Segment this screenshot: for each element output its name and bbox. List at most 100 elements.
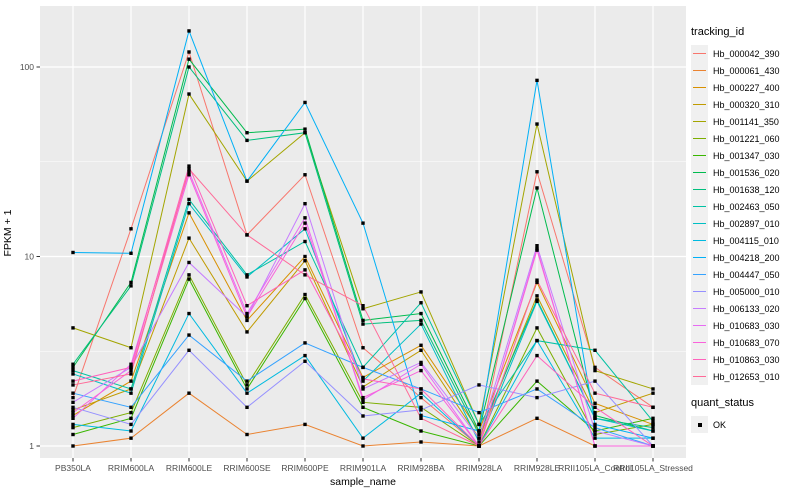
- legend-title-quant-status: quant_status: [691, 397, 754, 409]
- legend-key-line-icon: [691, 283, 708, 300]
- data-point: [187, 65, 191, 69]
- data-point: [651, 387, 655, 391]
- x-tick-label: RRIM928LA: [456, 463, 503, 473]
- data-point: [187, 333, 191, 337]
- data-point: [129, 280, 133, 285]
- x-tick-label: PB350LA: [55, 463, 91, 473]
- data-point: [361, 398, 365, 402]
- data-point: [535, 294, 539, 298]
- legend-label: Hb_000061_430: [713, 65, 780, 76]
- data-point: [245, 379, 249, 383]
- data-point: [651, 422, 655, 427]
- legend-label: Hb_010683_030: [713, 320, 780, 331]
- data-point: [245, 391, 249, 395]
- data-point: [303, 127, 307, 131]
- data-point: [419, 360, 423, 365]
- data-point: [129, 436, 133, 440]
- data-point: [361, 377, 365, 381]
- data-point: [535, 122, 539, 126]
- data-point: [245, 432, 249, 437]
- data-point: [129, 365, 133, 370]
- data-point: [245, 273, 249, 277]
- data-point: [187, 211, 191, 215]
- data-point: [245, 318, 249, 323]
- data-point: [477, 444, 481, 448]
- data-point: [593, 405, 597, 410]
- legend-item-Hb_006133_020: Hb_006133_020: [691, 300, 799, 317]
- legend-item-Hb_000042_390: Hb_000042_390: [691, 45, 799, 62]
- data-point: [71, 422, 75, 427]
- data-point: [477, 432, 481, 437]
- legend-item-Hb_001638_120: Hb_001638_120: [691, 181, 799, 198]
- data-point: [71, 432, 75, 437]
- data-point: [477, 429, 481, 433]
- data-point: [245, 330, 249, 334]
- data-point: [535, 278, 539, 282]
- data-point: [419, 416, 423, 421]
- legend-label: Hb_002463_050: [713, 201, 780, 212]
- data-point: [303, 422, 307, 427]
- data-point: [129, 405, 133, 410]
- legend-item-Hb_010683_070: Hb_010683_070: [691, 334, 799, 351]
- legend-label: Hb_001347_030: [713, 150, 780, 161]
- data-point: [593, 422, 597, 427]
- data-point: [361, 436, 365, 440]
- data-point: [71, 425, 75, 430]
- data-point: [419, 348, 423, 352]
- data-point: [593, 401, 597, 406]
- data-point: [129, 284, 133, 288]
- data-point: [129, 422, 133, 427]
- legend-label: Hb_001638_120: [713, 184, 780, 195]
- legend-label: Hb_001141_350: [713, 116, 779, 127]
- legend-item-Hb_004447_050: Hb_004447_050: [691, 266, 799, 283]
- data-point: [361, 304, 365, 308]
- legend-item-Hb_001347_030: Hb_001347_030: [691, 147, 799, 164]
- data-point: [245, 275, 249, 279]
- legend-key-line-icon: [691, 130, 708, 147]
- data-point: [419, 440, 423, 444]
- legend-key-line-icon: [691, 62, 708, 79]
- data-point: [187, 92, 191, 96]
- x-tick-label: RRIM600SE: [223, 463, 271, 473]
- data-point: [187, 348, 191, 352]
- data-point: [477, 383, 481, 387]
- x-tick-label: RRII105LA_Stressed: [613, 463, 693, 473]
- legend-key-line-icon: [691, 79, 708, 96]
- data-point: [245, 304, 249, 308]
- data-point: [129, 362, 133, 366]
- data-point: [303, 259, 307, 263]
- data-point: [187, 311, 191, 316]
- x-tick-label: RRII105LA_Control: [558, 463, 632, 473]
- legend-label: Hb_001221_060: [713, 133, 780, 144]
- data-point: [419, 413, 423, 418]
- data-point: [593, 413, 597, 418]
- data-point: [71, 326, 75, 330]
- data-point: [187, 29, 191, 33]
- legend-key-line-icon: [691, 181, 708, 198]
- legend-item-Hb_005000_010: Hb_005000_010: [691, 283, 799, 300]
- data-point: [419, 408, 423, 412]
- data-point: [129, 346, 133, 350]
- data-point: [303, 254, 307, 259]
- data-point: [651, 429, 655, 433]
- data-point: [361, 322, 365, 326]
- legend-key-line-icon: [691, 45, 708, 62]
- legend-key-line-icon: [691, 334, 708, 351]
- legend-item-Hb_012653_010: Hb_012653_010: [691, 368, 799, 385]
- legend-item-Hb_002463_050: Hb_002463_050: [691, 198, 799, 215]
- data-point: [129, 372, 133, 376]
- data-point: [129, 429, 133, 433]
- legend-key-line-icon: [691, 113, 708, 130]
- data-point: [245, 315, 249, 319]
- data-point: [187, 273, 191, 277]
- legend-item-Hb_004218_200: Hb_004218_200: [691, 249, 799, 266]
- data-point: [187, 197, 191, 202]
- legend-key-line-icon: [691, 351, 708, 368]
- status-label: OK: [713, 419, 727, 430]
- legend-key-line-icon: [691, 96, 708, 113]
- data-point: [245, 131, 249, 135]
- data-point: [71, 400, 75, 405]
- data-point: [419, 311, 423, 316]
- data-point: [361, 387, 365, 391]
